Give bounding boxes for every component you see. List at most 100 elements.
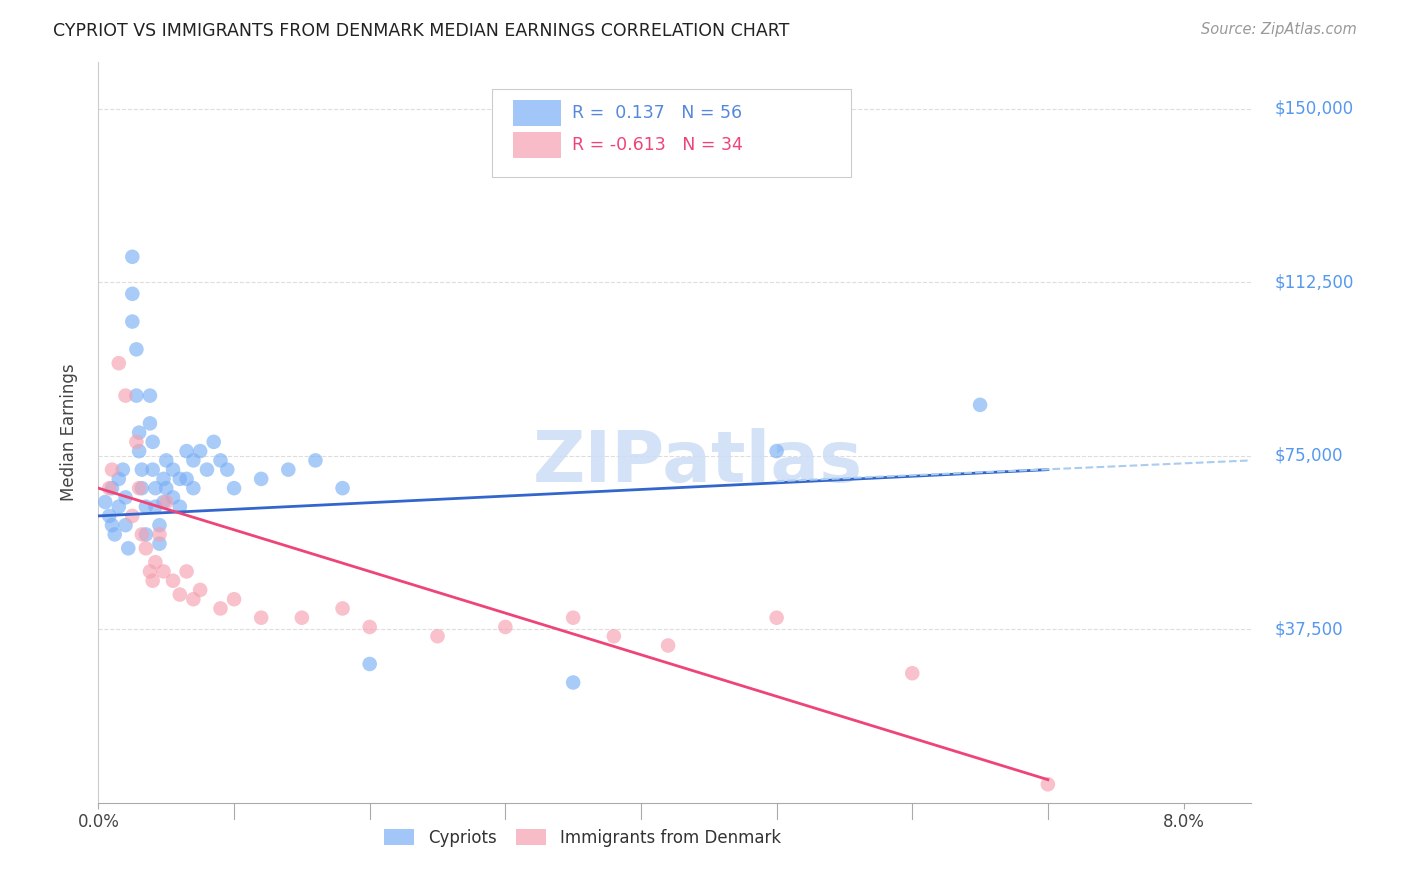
Text: Source: ZipAtlas.com: Source: ZipAtlas.com bbox=[1201, 22, 1357, 37]
Point bbox=[128, 425, 150, 440]
Point bbox=[155, 453, 177, 467]
Point bbox=[969, 398, 991, 412]
Point bbox=[332, 481, 354, 495]
Point bbox=[291, 610, 314, 624]
Point bbox=[148, 536, 170, 550]
Text: R = -0.613   N = 34: R = -0.613 N = 34 bbox=[572, 136, 744, 154]
Point bbox=[183, 453, 205, 467]
Point bbox=[98, 508, 121, 523]
Point bbox=[901, 666, 924, 681]
Point bbox=[209, 601, 232, 615]
Point bbox=[188, 444, 211, 458]
Point bbox=[155, 495, 177, 509]
Point bbox=[162, 491, 184, 505]
Point bbox=[107, 356, 129, 370]
Point bbox=[145, 481, 167, 495]
Point bbox=[169, 472, 191, 486]
Point bbox=[183, 481, 205, 495]
Point bbox=[169, 500, 191, 514]
Point bbox=[128, 444, 150, 458]
Point bbox=[98, 481, 121, 495]
Legend: Cypriots, Immigrants from Denmark: Cypriots, Immigrants from Denmark bbox=[378, 822, 787, 854]
Point bbox=[304, 453, 326, 467]
Point bbox=[277, 462, 299, 476]
Point bbox=[104, 527, 127, 541]
Point bbox=[121, 250, 143, 264]
Point bbox=[152, 472, 174, 486]
Point bbox=[131, 527, 153, 541]
Point bbox=[209, 453, 232, 467]
Point bbox=[152, 565, 174, 579]
Point bbox=[125, 388, 148, 402]
Point bbox=[111, 462, 134, 476]
Point bbox=[657, 639, 679, 653]
Point bbox=[114, 388, 136, 402]
Point bbox=[125, 343, 148, 357]
Point bbox=[135, 527, 157, 541]
Point bbox=[195, 462, 218, 476]
Point bbox=[139, 565, 162, 579]
Point bbox=[162, 574, 184, 588]
Point bbox=[562, 675, 585, 690]
Point bbox=[176, 472, 198, 486]
Point bbox=[359, 620, 381, 634]
Point bbox=[114, 491, 136, 505]
Point bbox=[188, 582, 211, 597]
Point bbox=[1036, 777, 1059, 791]
Text: ZIPatlas: ZIPatlas bbox=[533, 428, 863, 497]
Point bbox=[142, 574, 165, 588]
Point bbox=[107, 472, 129, 486]
Point bbox=[155, 481, 177, 495]
Point bbox=[139, 417, 162, 431]
Point bbox=[217, 462, 239, 476]
Point bbox=[148, 518, 170, 533]
Point bbox=[359, 657, 381, 671]
Point bbox=[131, 481, 153, 495]
Point bbox=[121, 508, 143, 523]
Point bbox=[152, 495, 174, 509]
Point bbox=[222, 481, 245, 495]
Text: CYPRIOT VS IMMIGRANTS FROM DENMARK MEDIAN EARNINGS CORRELATION CHART: CYPRIOT VS IMMIGRANTS FROM DENMARK MEDIA… bbox=[53, 22, 790, 40]
Point bbox=[169, 588, 191, 602]
Point bbox=[131, 462, 153, 476]
Point bbox=[426, 629, 449, 643]
Point bbox=[765, 444, 787, 458]
Point bbox=[128, 481, 150, 495]
Text: $150,000: $150,000 bbox=[1274, 100, 1354, 118]
Point bbox=[176, 565, 198, 579]
Point bbox=[148, 527, 170, 541]
Point bbox=[176, 444, 198, 458]
Text: $112,500: $112,500 bbox=[1274, 273, 1354, 291]
Point bbox=[145, 555, 167, 569]
Point bbox=[107, 500, 129, 514]
Point bbox=[121, 286, 143, 301]
Text: R =  0.137   N = 56: R = 0.137 N = 56 bbox=[572, 104, 742, 122]
Point bbox=[222, 592, 245, 607]
Point bbox=[603, 629, 626, 643]
Point bbox=[101, 481, 124, 495]
Point bbox=[145, 500, 167, 514]
Text: $37,500: $37,500 bbox=[1274, 620, 1343, 639]
Point bbox=[101, 518, 124, 533]
Point bbox=[139, 388, 162, 402]
Point bbox=[494, 620, 516, 634]
Point bbox=[94, 495, 117, 509]
Point bbox=[765, 610, 787, 624]
Point bbox=[101, 462, 124, 476]
Point bbox=[135, 500, 157, 514]
Point bbox=[202, 434, 225, 449]
Point bbox=[332, 601, 354, 615]
Point bbox=[250, 472, 273, 486]
Point bbox=[142, 462, 165, 476]
Point bbox=[135, 541, 157, 556]
Point bbox=[250, 610, 273, 624]
Y-axis label: Median Earnings: Median Earnings bbox=[59, 364, 77, 501]
Point bbox=[142, 434, 165, 449]
Text: $75,000: $75,000 bbox=[1274, 447, 1343, 465]
Point bbox=[117, 541, 139, 556]
Point bbox=[121, 314, 143, 328]
Point bbox=[125, 434, 148, 449]
Point bbox=[183, 592, 205, 607]
Point bbox=[562, 610, 585, 624]
Point bbox=[114, 518, 136, 533]
